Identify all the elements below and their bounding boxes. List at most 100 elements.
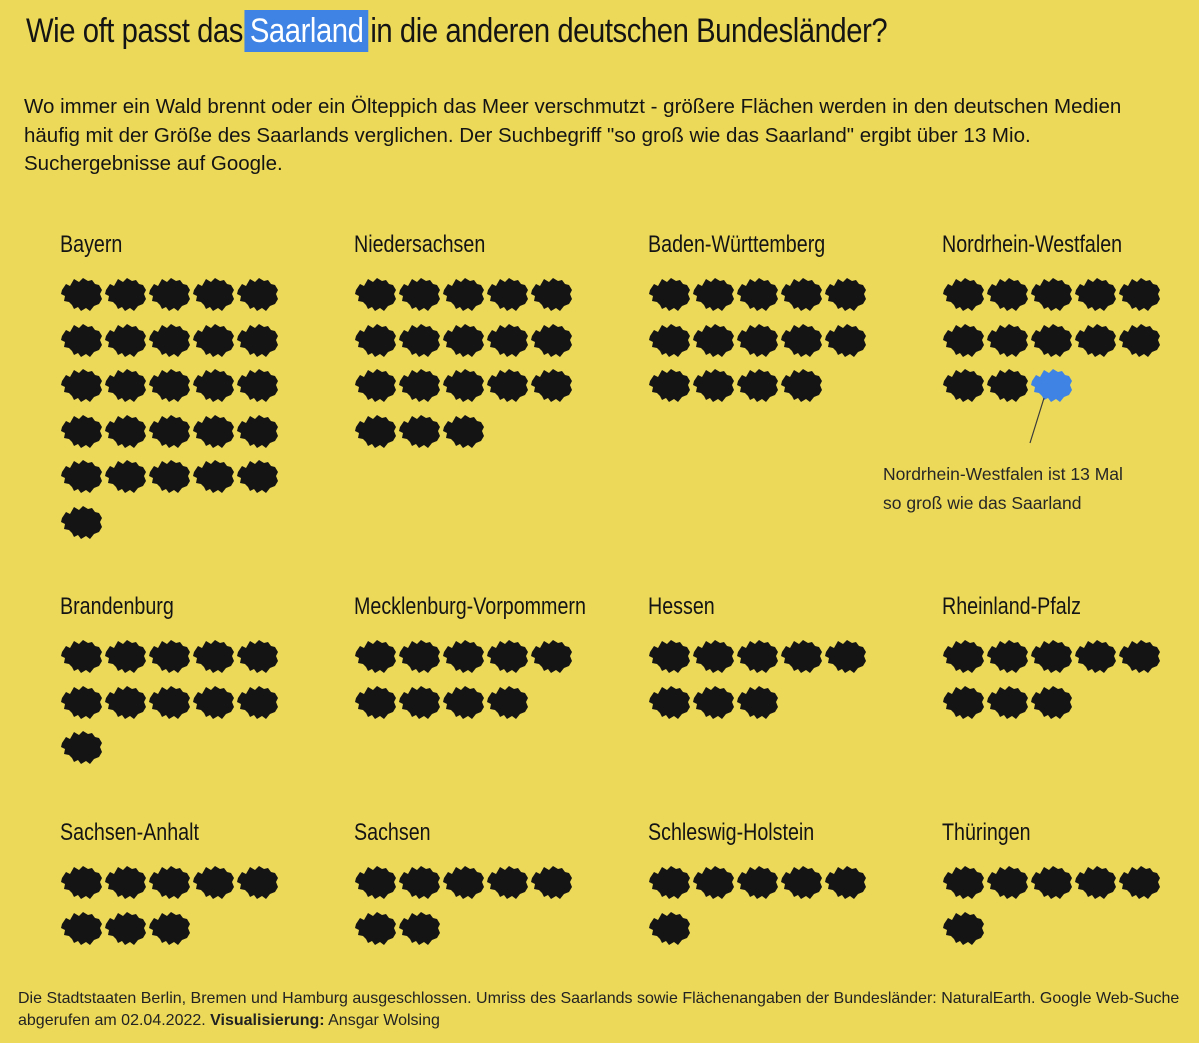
saarland-icon [649, 323, 690, 357]
saarland-icon [943, 278, 984, 311]
saarland-icon [443, 369, 484, 402]
saarland-icon [193, 414, 234, 448]
saarland-icon [943, 685, 984, 719]
annotation-line-2: so groß wie das Saarland [883, 493, 1082, 513]
saarland-icon [355, 866, 396, 899]
saarland-icon [693, 866, 734, 899]
saarland-icon [237, 640, 278, 673]
saarland-icon [237, 460, 278, 493]
state-title-brandenburg: Brandenburg [60, 593, 174, 620]
state-title-baden-württemberg: Baden-Württemberg [648, 231, 826, 258]
saarland-icon [531, 323, 572, 357]
title-after: in die anderen deutschen Bundesländer? [370, 12, 888, 50]
saarland-icon [987, 685, 1028, 719]
state-title-mecklenburg-vorpommern: Mecklenburg-Vorpommern [354, 593, 586, 620]
saarland-icon [193, 640, 234, 673]
saarland-icon [487, 685, 528, 719]
saarland-icon [443, 685, 484, 719]
chart-title: Wie oft passt das Saarland in die anderen … [26, 8, 888, 54]
saarland-icon [1119, 640, 1160, 673]
saarland-icon [149, 278, 190, 311]
footer-credit-name: Ansgar Wolsing [328, 1012, 440, 1029]
saarland-icon [105, 278, 146, 311]
saarland-icon [443, 414, 484, 448]
saarland-icon [531, 640, 572, 673]
saarland-icon [693, 369, 734, 402]
saarland-icon [825, 640, 866, 673]
saarland-icon [737, 866, 778, 899]
saarland-icon [1119, 323, 1160, 357]
saarland-icon [105, 640, 146, 673]
saarland-icon [193, 369, 234, 402]
saarland-icon [443, 640, 484, 673]
state-title-sachsen: Sachsen [354, 819, 431, 846]
saarland-icon [737, 640, 778, 673]
saarland-icon [943, 323, 984, 357]
saarland-icon [943, 866, 984, 899]
saarland-icon [943, 640, 984, 673]
saarland-icon [237, 278, 278, 311]
saarland-icon [987, 866, 1028, 899]
saarland-icon [649, 640, 690, 673]
saarland-icon [149, 323, 190, 357]
saarland-icon [355, 323, 396, 357]
saarland-icon [649, 278, 690, 311]
saarland-icon [61, 460, 102, 493]
saarland-icon [487, 323, 528, 357]
saarland-icon [193, 460, 234, 493]
state-title-niedersachsen: Niedersachsen [354, 231, 486, 258]
saarland-icon [355, 911, 396, 945]
saarland-icon [193, 278, 234, 311]
state-title-nordrhein-westfalen: Nordrhein-Westfalen [942, 231, 1123, 258]
saarland-icon [61, 911, 102, 945]
saarland-icon [737, 685, 778, 719]
saarland-icon [61, 685, 102, 719]
saarland-icon [193, 866, 234, 899]
saarland-icon [1031, 866, 1072, 899]
saarland-icon [1119, 278, 1160, 311]
saarland-icon [61, 414, 102, 448]
saarland-icon [1075, 323, 1116, 357]
saarland-icon [149, 911, 190, 945]
saarland-icon [443, 866, 484, 899]
title-highlight: Saarland [244, 10, 369, 52]
saarland-icon [105, 866, 146, 899]
saarland-icon [355, 685, 396, 719]
saarland-icon [237, 866, 278, 899]
state-title-hessen: Hessen [648, 593, 715, 620]
saarland-icon [237, 369, 278, 402]
state-title-bayern: Bayern [60, 231, 123, 258]
saarland-icon [237, 685, 278, 719]
saarland-icon [1075, 640, 1116, 673]
saarland-icon [399, 278, 440, 311]
saarland-icon [987, 278, 1028, 311]
saarland-icon [987, 323, 1028, 357]
saarland-icon [149, 369, 190, 402]
saarland-icon [443, 323, 484, 357]
saarland-icon [487, 369, 528, 402]
saarland-icon [61, 278, 102, 311]
saarland-icon [1031, 640, 1072, 673]
saarland-icon [825, 278, 866, 311]
saarland-icon [781, 369, 822, 402]
saarland-icon [737, 369, 778, 402]
saarland-icon [825, 323, 866, 357]
saarland-icon [399, 323, 440, 357]
saarland-icon [193, 323, 234, 357]
saarland-icon [1031, 369, 1072, 402]
saarland-icon [487, 278, 528, 311]
nrw-annotation: Nordrhein-Westfalen ist 13 Mal so groß w… [883, 460, 1123, 518]
saarland-icon [693, 685, 734, 719]
saarland-icon [649, 911, 690, 945]
saarland-icon [987, 640, 1028, 673]
saarland-icon [149, 685, 190, 719]
saarland-icon [737, 278, 778, 311]
saarland-icon [61, 505, 102, 539]
saarland-icon [531, 369, 572, 402]
saarland-icon [105, 414, 146, 448]
saarland-icon [355, 369, 396, 402]
saarland-icon [531, 278, 572, 311]
saarland-icon [149, 866, 190, 899]
title-before: Wie oft passt das [26, 12, 243, 50]
footer-text: Die Stadtstaaten Berlin, Bremen und Hamb… [18, 990, 1180, 1029]
